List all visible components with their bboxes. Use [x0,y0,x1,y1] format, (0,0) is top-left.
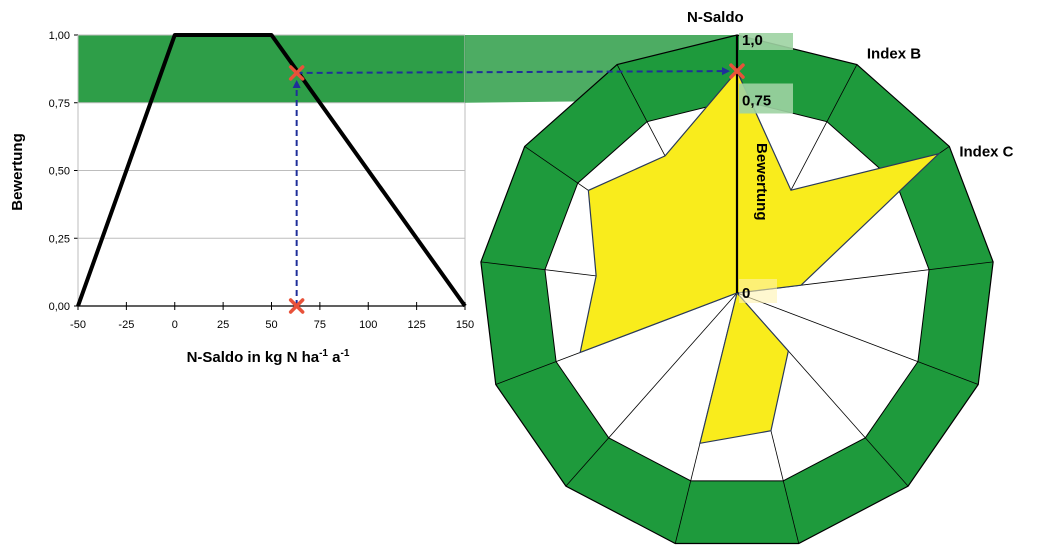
marker-on-radar [729,63,745,79]
x-tick-label: 125 [407,319,425,331]
x-tick-label: -50 [70,319,86,331]
radial-label-0-75: 0,75 [742,93,771,110]
membership-function-chart: 0,00 0,25 0,50 0,75 1,00 -50 -25 0 25 50 75 100 125… [9,30,474,366]
x-tick-label: 75 [314,319,326,331]
x-axis-title-sup1: -1 [319,348,328,359]
y-tick-label: 1,00 [49,30,70,42]
y-axis-title: Bewertung [9,133,26,211]
y-tick-labels: 0,00 0,25 0,50 0,75 1,00 [49,30,70,313]
target-band [78,35,465,103]
marker-on-x-axis [288,298,305,314]
y-tick-label: 0,25 [49,233,70,245]
x-tick-label: 50 [265,319,277,331]
x-tick-label: 0 [172,319,178,331]
marker-stroke [288,65,305,81]
x-tick-label: 25 [217,319,229,331]
y-tick-label: 0,00 [49,301,70,313]
axis-label-n-saldo: N-Saldo [687,9,744,26]
axis-label-index-c: Index C [959,143,1013,160]
y-tick-label: 0,50 [49,166,70,178]
marker-stroke [729,63,745,79]
series-line [76,33,467,308]
axis-label-index-b: Index B [867,46,921,63]
marker-stroke [288,298,305,314]
x-axis-title: N-Saldo in kg N ha-1 a-1 [187,348,350,366]
x-axis-title-sup2: -1 [341,348,350,359]
x-tick-label: -25 [118,319,134,331]
label-box-0-75 [739,83,793,114]
x-axis-title-main: N-Saldo in kg N ha [187,349,320,366]
radial-axis-title: Bewertung [753,143,770,221]
label-box-1-0 [739,33,793,50]
dashed-horizontal-arrow [296,67,730,76]
radial-label-0: 0 [742,285,750,302]
label-box-0 [739,279,777,303]
radial-label-1-0: 1,0 [742,32,763,49]
marker-on-curve [288,65,305,81]
radar-series [579,70,941,445]
radar-chart: N-Saldo Index B Index C 1,0 0,75 0 Bewer… [480,9,1014,545]
radar-spoke [565,292,738,487]
x-tick-label: 100 [359,319,377,331]
markers [288,63,745,314]
x-tick-labels: -50 -25 0 25 50 75 100 125 150 [70,302,474,331]
radar-spoke [736,292,979,385]
y-tick-label: 0,75 [49,98,70,110]
x-axis-title-mid: a [328,349,341,366]
x-tick-label: 150 [456,319,474,331]
